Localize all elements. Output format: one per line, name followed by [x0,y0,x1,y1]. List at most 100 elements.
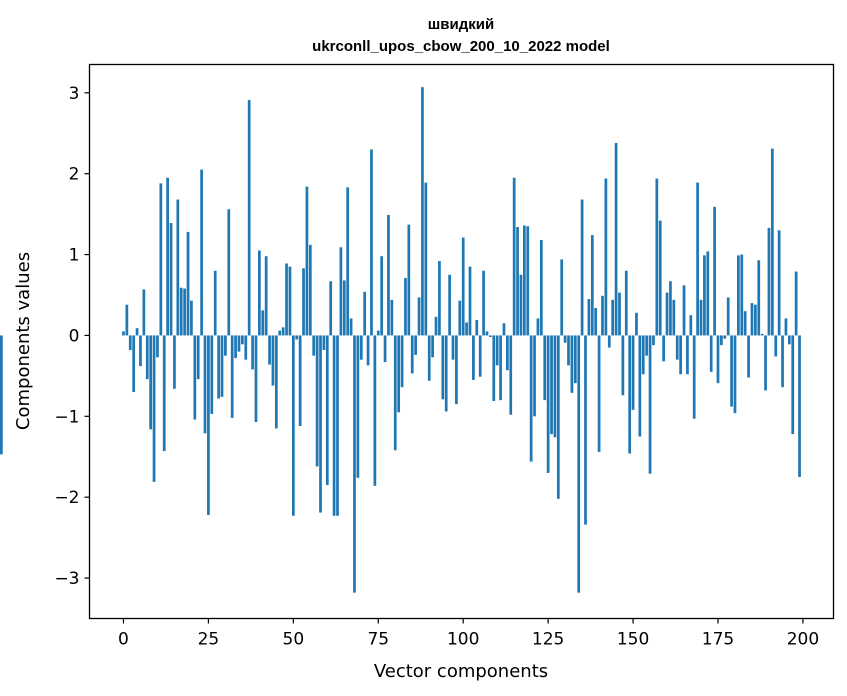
bar-3 [132,335,136,393]
bar-98 [455,335,458,405]
bar-35 [241,335,244,345]
bar-144 [611,299,615,336]
bar-173 [709,335,713,372]
bar-131 [567,335,570,366]
bar-171 [703,255,706,336]
bar-15 [173,335,176,389]
bar-55 [308,244,312,336]
bar-111 [499,335,502,401]
bar-27 [213,270,217,336]
bar-68 [353,335,356,593]
bar-77 [383,335,387,363]
y-tick-label: −3 [54,569,79,589]
bar-50 [291,335,295,516]
bar-33 [234,335,237,359]
bar-93 [438,261,441,336]
bar-107 [485,331,489,336]
bar-18 [183,288,186,336]
bar-109 [492,335,496,401]
bar-198 [794,271,798,336]
bar-166 [686,335,689,375]
bar-114 [509,335,513,415]
bar-41 [261,310,265,336]
bar-149 [628,335,632,454]
bar-0 [122,331,125,336]
bar-62 [332,335,336,516]
bar-146 [618,292,621,336]
bar-60 [325,335,329,486]
bar-122 [536,318,540,336]
bar-163 [675,335,679,360]
bar-184 [747,335,750,378]
bar-31 [227,209,231,336]
bar-51 [295,335,299,340]
bar-73 [370,149,373,336]
bar-180 [733,335,737,414]
bar-84 [407,224,411,336]
bar-189 [764,335,767,391]
bar-14 [169,223,173,336]
y-tick-label: −1 [54,407,79,427]
bar-181 [737,255,740,336]
bar-95 [444,335,448,412]
bar-24 [203,335,207,434]
bar-120 [529,335,533,462]
bar-167 [689,315,693,336]
bar-42 [264,256,268,336]
bar-20 [190,300,193,336]
bar-142 [604,178,608,336]
x-tick-label: 25 [198,630,220,650]
bar-133 [573,335,577,384]
bar-91 [431,335,434,358]
x-tick-label: 125 [532,630,564,650]
bar-19 [186,231,190,336]
bar-136 [584,335,587,525]
bar-99 [458,300,462,336]
bar-83 [404,278,407,336]
bar-17 [179,287,183,336]
bar-156 [652,335,655,346]
bar-100 [461,237,465,336]
bar-151 [635,312,638,336]
bar-188 [760,333,764,336]
bar-30 [224,335,227,356]
bar-7 [145,335,149,380]
bar-6 [142,289,146,336]
bar-161 [669,281,672,336]
bar-160 [665,292,669,336]
bar-147 [621,335,625,396]
x-tick-label: 100 [447,630,479,650]
bar-153 [641,335,645,375]
bar-139 [594,307,598,336]
bar-59 [322,335,326,350]
bar-143 [607,335,611,348]
x-axis-ticks: 0 25 50 75 100 125 150 175 200 [118,618,819,650]
bar-34 [237,335,241,352]
bar-118 [522,225,526,336]
bar-108 [489,335,492,338]
bar-186 [754,304,757,336]
bar-54 [305,186,309,336]
bar-129 [560,259,564,336]
bar-148 [624,270,628,336]
bar-69 [356,335,360,478]
bar-65 [342,280,346,336]
bar-127 [553,335,557,438]
bar-192 [774,335,778,357]
bar-90 [427,335,431,381]
bar-88 [421,87,424,336]
bar-145 [614,142,618,336]
bar-70 [359,335,363,360]
bar-177 [723,335,727,339]
bar-5 [139,335,142,367]
bar-71 [363,291,367,336]
bar-197 [791,335,795,435]
bar-64 [339,247,343,336]
bar-26 [210,335,214,414]
bar-86 [414,335,417,355]
bar-157 [655,178,659,336]
chart-title-line-1: швидкий [428,16,494,33]
bar-63 [336,335,339,516]
bar-195 [784,318,788,336]
bar-67 [349,318,353,336]
